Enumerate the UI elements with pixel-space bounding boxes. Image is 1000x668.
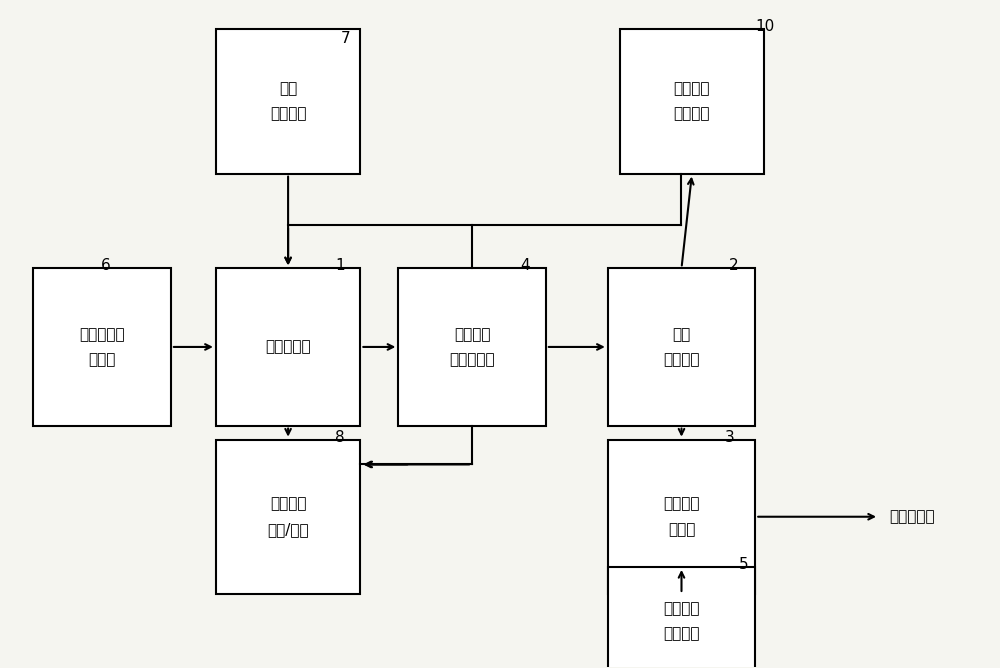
Text: 7: 7 <box>340 31 350 46</box>
Text: 原料煤: 原料煤 <box>88 352 116 367</box>
Text: 煤气化单元: 煤气化单元 <box>265 339 311 355</box>
Text: 1: 1 <box>335 259 345 273</box>
Text: 发酵液: 发酵液 <box>668 522 695 537</box>
Text: 含菌残液: 含菌残液 <box>663 626 700 641</box>
Bar <box>216 440 360 594</box>
Text: 处理单元: 处理单元 <box>663 601 700 616</box>
Text: 处理单元: 处理单元 <box>270 496 306 512</box>
Text: 单元: 单元 <box>279 81 297 96</box>
Text: 二氧化碳: 二氧化碳 <box>270 107 306 122</box>
Text: 5: 5 <box>739 557 749 572</box>
Bar <box>398 269 546 426</box>
Text: 分离单元: 分离单元 <box>663 496 700 512</box>
Text: 生物发酵: 生物发酵 <box>663 352 700 367</box>
Bar <box>608 440 755 594</box>
Text: 4: 4 <box>520 259 530 273</box>
Text: 发酵原料气: 发酵原料气 <box>449 352 495 367</box>
Text: 含氧有机物: 含氧有机物 <box>889 509 935 524</box>
Text: 单元: 单元 <box>672 327 691 342</box>
Bar <box>33 269 171 426</box>
Text: 3: 3 <box>724 430 734 445</box>
Bar <box>608 567 755 668</box>
Text: 6: 6 <box>101 259 111 273</box>
Text: 固废/废水: 固废/废水 <box>267 522 309 537</box>
Text: 纯化单元: 纯化单元 <box>454 327 490 342</box>
Text: 10: 10 <box>755 19 775 34</box>
Bar <box>620 29 764 174</box>
Text: 发酵尾气: 发酵尾气 <box>674 107 710 122</box>
Text: 预处理单元: 预处理单元 <box>79 327 125 342</box>
Text: 8: 8 <box>335 430 345 445</box>
Bar <box>216 29 360 174</box>
Bar <box>608 269 755 426</box>
Text: 处理单元: 处理单元 <box>674 81 710 96</box>
Bar <box>216 269 360 426</box>
Text: 2: 2 <box>729 259 739 273</box>
